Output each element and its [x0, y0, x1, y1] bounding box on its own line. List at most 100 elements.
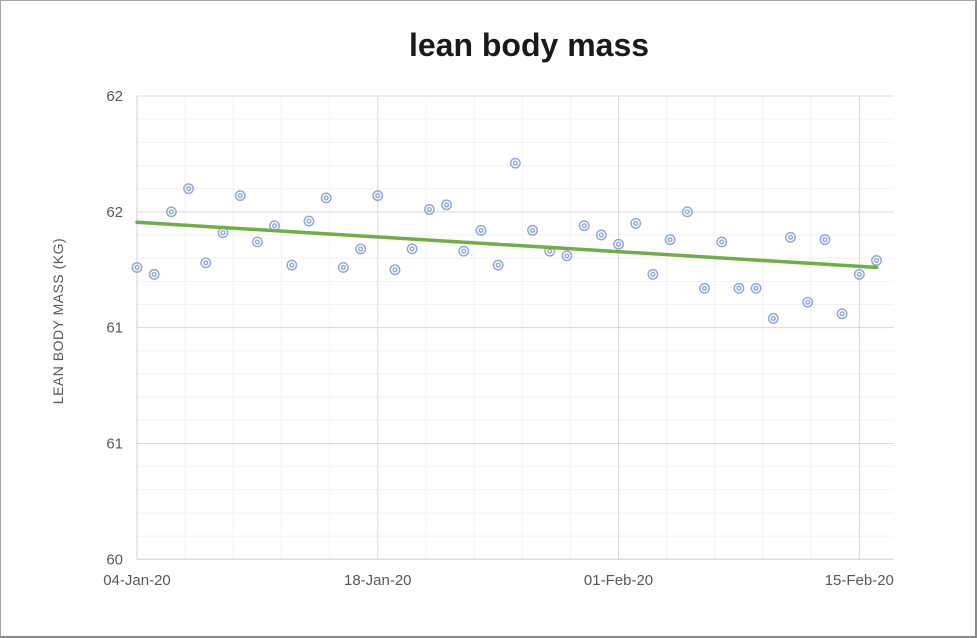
data-point-marker[interactable] [699, 282, 710, 294]
marker-inner-ring [254, 239, 260, 245]
x-tick-label[interactable]: 15-Feb-20 [825, 572, 894, 589]
data-point-marker[interactable] [664, 234, 676, 246]
chart-title[interactable]: lean body mass [408, 27, 650, 63]
marker-inner-ring [856, 271, 862, 277]
marker-outer-ring [320, 192, 332, 204]
data-point-marker[interactable] [406, 243, 418, 255]
trendline[interactable] [135, 220, 879, 270]
y-tick-label[interactable]: 61 [106, 435, 123, 452]
marker-outer-ring [716, 236, 728, 248]
marker-outer-ring [733, 282, 745, 294]
data-point-marker[interactable] [750, 282, 762, 294]
data-point-marker[interactable] [595, 229, 607, 241]
data-point-marker[interactable] [509, 157, 521, 169]
marker-outer-ring [183, 183, 195, 195]
marker-outer-ring [509, 157, 521, 169]
data-point-marker[interactable] [423, 204, 435, 215]
marker-outer-ring [750, 282, 762, 294]
x-tick-label[interactable]: 04-Jan-20 [103, 572, 171, 589]
data-point-marker[interactable] [320, 192, 332, 204]
data-point-marker[interactable] [716, 236, 728, 248]
data-point-marker[interactable] [578, 220, 590, 232]
data-point-marker[interactable] [303, 215, 315, 227]
y-tick-label[interactable]: 62 [106, 88, 123, 105]
marker-inner-ring [873, 257, 880, 264]
data-point-marker[interactable] [871, 255, 882, 266]
marker-outer-ring [337, 261, 349, 273]
data-point-marker[interactable] [458, 245, 470, 257]
marker-inner-ring [787, 234, 794, 240]
marker-inner-ring [805, 299, 811, 305]
data-point-marker[interactable] [475, 224, 487, 236]
marker-inner-ring [581, 223, 587, 229]
x-tick-label[interactable]: 01-Feb-20 [584, 572, 653, 589]
marker-outer-ring [836, 308, 848, 320]
marker-outer-ring [871, 255, 882, 266]
marker-inner-ring [598, 232, 604, 238]
data-point-marker[interactable] [819, 234, 831, 246]
data-point-marker[interactable] [647, 268, 659, 280]
marker-inner-ring [409, 246, 415, 252]
marker-outer-ring [630, 217, 642, 229]
marker-outer-ring [303, 215, 315, 227]
marker-outer-ring [802, 296, 814, 308]
data-point-marker[interactable] [492, 259, 504, 271]
data-point-marker[interactable] [853, 268, 865, 280]
marker-inner-ring [271, 223, 278, 229]
y-tick-label[interactable]: 61 [106, 320, 123, 337]
data-point-marker[interactable] [251, 236, 263, 248]
marker-outer-ring [389, 264, 401, 276]
marker-outer-ring [561, 250, 573, 262]
marker-outer-ring [578, 220, 590, 232]
data-point-marker[interactable] [183, 183, 195, 195]
marker-inner-ring [375, 193, 381, 199]
data-point-marker[interactable] [767, 312, 779, 324]
data-point-marker[interactable] [802, 296, 814, 308]
marker-inner-ring [185, 186, 192, 192]
data-point-marker[interactable] [441, 199, 453, 211]
marker-inner-ring [615, 241, 622, 247]
marker-inner-ring [529, 227, 536, 233]
data-point-marker[interactable] [372, 190, 384, 202]
data-point-marker[interactable] [337, 261, 349, 273]
data-point-marker[interactable] [527, 224, 538, 236]
data-point-marker[interactable] [733, 282, 745, 294]
data-point-marker[interactable] [389, 264, 401, 276]
data-point-marker[interactable] [561, 250, 573, 262]
marker-inner-ring [289, 262, 295, 268]
x-tick-label[interactable]: 18-Jan-20 [344, 572, 412, 589]
marker-inner-ring [357, 246, 364, 252]
y-tick-label[interactable]: 60 [106, 551, 123, 568]
marker-inner-ring [753, 285, 759, 291]
data-point-marker[interactable] [217, 227, 229, 239]
marker-outer-ring [234, 190, 246, 202]
data-point-marker[interactable] [131, 261, 143, 273]
marker-inner-ring [667, 237, 673, 243]
marker-inner-ring [822, 237, 828, 243]
data-point-marker[interactable] [234, 190, 246, 202]
data-point-marker[interactable] [630, 217, 642, 229]
data-point-marker[interactable] [200, 257, 212, 269]
marker-outer-ring [423, 204, 435, 215]
marker-outer-ring [527, 224, 538, 236]
marker-inner-ring [306, 218, 312, 224]
data-point-marker[interactable] [286, 259, 298, 271]
marker-inner-ring [134, 264, 140, 271]
data-point-marker[interactable] [785, 231, 796, 243]
data-point-marker[interactable] [148, 268, 160, 280]
data-point-marker[interactable] [355, 243, 367, 255]
marker-inner-ring [426, 206, 432, 213]
marker-outer-ring [200, 257, 212, 269]
marker-inner-ring [684, 209, 690, 215]
marker-outer-ring [613, 238, 624, 250]
data-point-marker[interactable] [681, 206, 693, 218]
marker-outer-ring [819, 234, 831, 246]
data-point-marker[interactable] [165, 206, 177, 218]
y-tick-label[interactable]: 62 [106, 204, 123, 221]
marker-inner-ring [650, 271, 656, 277]
data-point-marker[interactable] [613, 238, 624, 250]
marker-outer-ring [767, 312, 779, 324]
data-point-marker[interactable] [836, 308, 848, 320]
